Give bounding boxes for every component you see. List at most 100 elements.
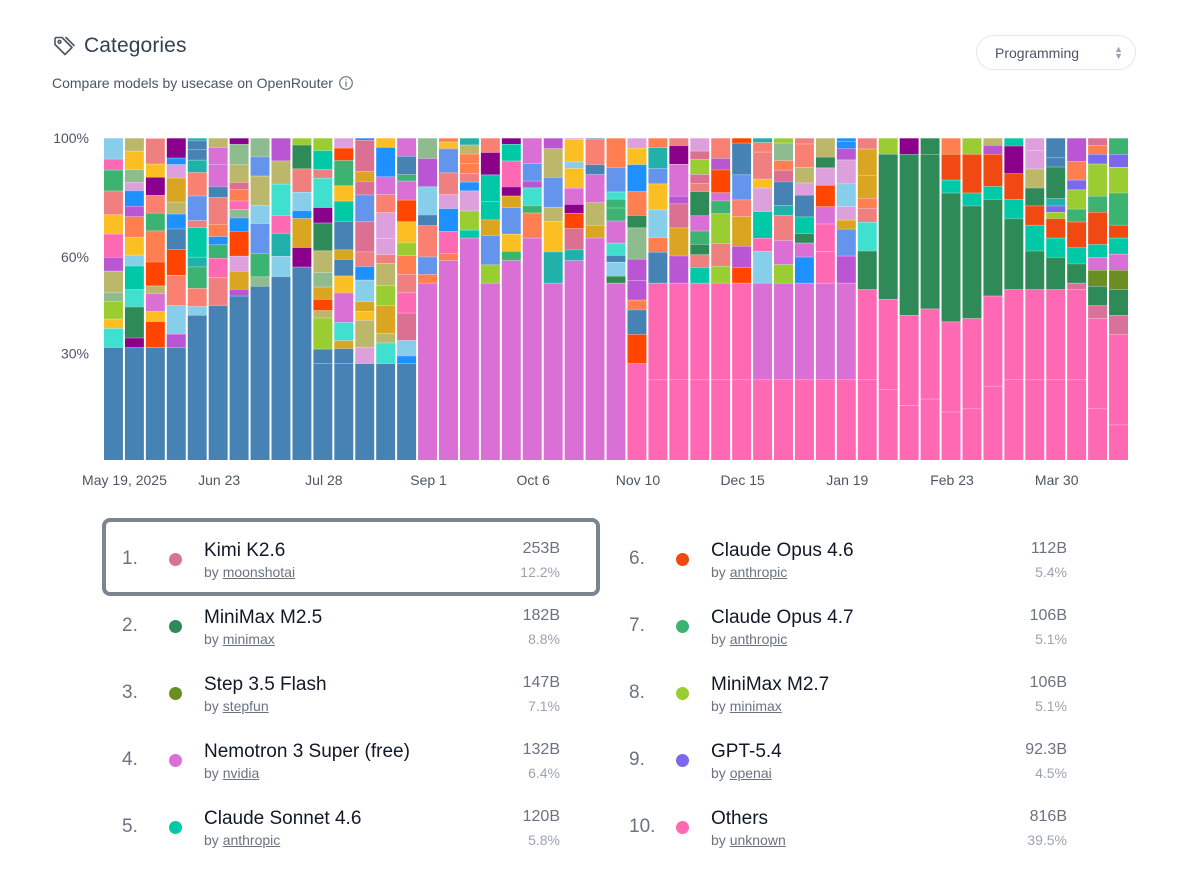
bar-segment[interactable] (124, 190, 144, 207)
bar-segment[interactable] (1046, 379, 1066, 461)
bar-segment[interactable] (313, 363, 333, 460)
bar-segment[interactable] (208, 277, 228, 306)
bar-segment[interactable] (606, 167, 626, 192)
legend-author-link[interactable]: anthropic (222, 832, 281, 848)
bar-segment[interactable] (208, 164, 228, 187)
bar-segment[interactable] (397, 292, 417, 313)
bar-segment[interactable] (585, 174, 605, 203)
bar-segment[interactable] (229, 200, 249, 210)
bar-segment[interactable] (271, 215, 291, 234)
bar-segment[interactable] (857, 208, 877, 223)
bar-segment[interactable] (1109, 166, 1128, 193)
bar-segment[interactable] (229, 289, 249, 296)
bar-segment[interactable] (334, 249, 354, 260)
bar-segment[interactable] (941, 321, 961, 412)
bar-segment[interactable] (145, 293, 165, 312)
bar-segment[interactable] (187, 288, 207, 307)
bar-segment[interactable] (690, 379, 710, 461)
bar-segment[interactable] (376, 333, 396, 343)
bar-segment[interactable] (145, 177, 165, 196)
legend-item[interactable]: 6. Claude Opus 4.6 by anthropic 112B 5.4% (609, 518, 1107, 596)
bar-segment[interactable] (208, 224, 228, 237)
bar-segment[interactable] (878, 389, 898, 460)
bar-segment[interactable] (627, 309, 647, 335)
bar-segment[interactable] (962, 205, 982, 319)
legend-item[interactable]: 5. Claude Sonnet 4.6 by anthropic 120B 5.8% (102, 786, 600, 864)
bar-segment[interactable] (606, 207, 626, 221)
bar-segment[interactable] (941, 179, 961, 193)
legend-author-link[interactable]: anthropic (729, 564, 788, 580)
bar-segment[interactable] (397, 174, 417, 181)
bar-segment[interactable] (397, 180, 417, 200)
bar-segment[interactable] (522, 138, 542, 164)
bar-segment[interactable] (648, 138, 668, 148)
bar-segment[interactable] (334, 200, 354, 222)
bar-segment[interactable] (815, 138, 835, 157)
bar-segment[interactable] (229, 231, 249, 256)
bar-segment[interactable] (690, 215, 710, 231)
bar-segment[interactable] (878, 154, 898, 299)
bar-segment[interactable] (250, 156, 270, 176)
legend-item[interactable]: 8. MiniMax M2.7 by minimax 106B 5.1% (609, 652, 1107, 730)
legend-author-link[interactable]: anthropic (729, 631, 788, 647)
bar-segment[interactable] (606, 282, 626, 460)
bar-segment[interactable] (355, 181, 375, 195)
bar-segment[interactable] (669, 379, 689, 461)
bar-segment[interactable] (606, 275, 626, 283)
bar-segment[interactable] (145, 163, 165, 178)
bar-segment[interactable] (208, 186, 228, 198)
bar-segment[interactable] (815, 223, 835, 252)
bar-segment[interactable] (334, 138, 354, 148)
bar-segment[interactable] (124, 150, 144, 170)
bar-segment[interactable] (983, 385, 1003, 460)
bar-segment[interactable] (941, 154, 961, 180)
bar-segment[interactable] (669, 138, 689, 146)
bar-segment[interactable] (334, 348, 354, 364)
bar-segment[interactable] (606, 261, 626, 276)
bar-segment[interactable] (585, 237, 605, 460)
bar-segment[interactable] (145, 261, 165, 286)
bar-segment[interactable] (124, 347, 144, 460)
bar-segment[interactable] (794, 256, 814, 283)
bar-segment[interactable] (187, 195, 207, 221)
bar-segment[interactable] (753, 238, 773, 252)
bar-segment[interactable] (711, 379, 731, 461)
bar-segment[interactable] (334, 147, 354, 161)
bar-segment[interactable] (857, 148, 877, 176)
bar-segment[interactable] (250, 138, 270, 157)
bar-segment[interactable] (166, 138, 186, 158)
bar-segment[interactable] (774, 160, 793, 170)
bar-segment[interactable] (397, 242, 417, 256)
bar-segment[interactable] (418, 282, 438, 460)
bar-segment[interactable] (124, 265, 144, 290)
bar-segment[interactable] (1109, 154, 1128, 167)
bar-segment[interactable] (418, 186, 438, 215)
bar-segment[interactable] (564, 139, 584, 162)
bar-segment[interactable] (1004, 138, 1024, 146)
bar-segment[interactable] (501, 144, 521, 161)
bar-segment[interactable] (355, 221, 375, 252)
bar-segment[interactable] (397, 340, 417, 356)
bar-segment[interactable] (1109, 138, 1128, 155)
bar-segment[interactable] (774, 215, 793, 241)
bar-segment[interactable] (1025, 250, 1045, 290)
bar-segment[interactable] (1004, 379, 1024, 461)
bar-segment[interactable] (166, 275, 186, 306)
bar-segment[interactable] (355, 251, 375, 267)
bar-segment[interactable] (711, 282, 731, 380)
bar-segment[interactable] (1025, 289, 1045, 380)
legend-item[interactable]: 7. Claude Opus 4.7 by anthropic 106B 5.1% (609, 585, 1107, 663)
bar-segment[interactable] (313, 286, 333, 300)
bar-segment[interactable] (1046, 138, 1066, 158)
bar-segment[interactable] (774, 142, 793, 161)
bar-segment[interactable] (753, 282, 773, 380)
bar-segment[interactable] (124, 306, 144, 338)
bar-segment[interactable] (648, 379, 668, 461)
bar-segment[interactable] (459, 229, 479, 238)
bar-segment[interactable] (292, 247, 312, 267)
bar-segment[interactable] (1025, 224, 1045, 251)
bar-segment[interactable] (1046, 166, 1066, 199)
bar-segment[interactable] (983, 186, 1003, 200)
legend-author-link[interactable]: nvidia (222, 765, 260, 781)
bar-segment[interactable] (564, 228, 584, 250)
